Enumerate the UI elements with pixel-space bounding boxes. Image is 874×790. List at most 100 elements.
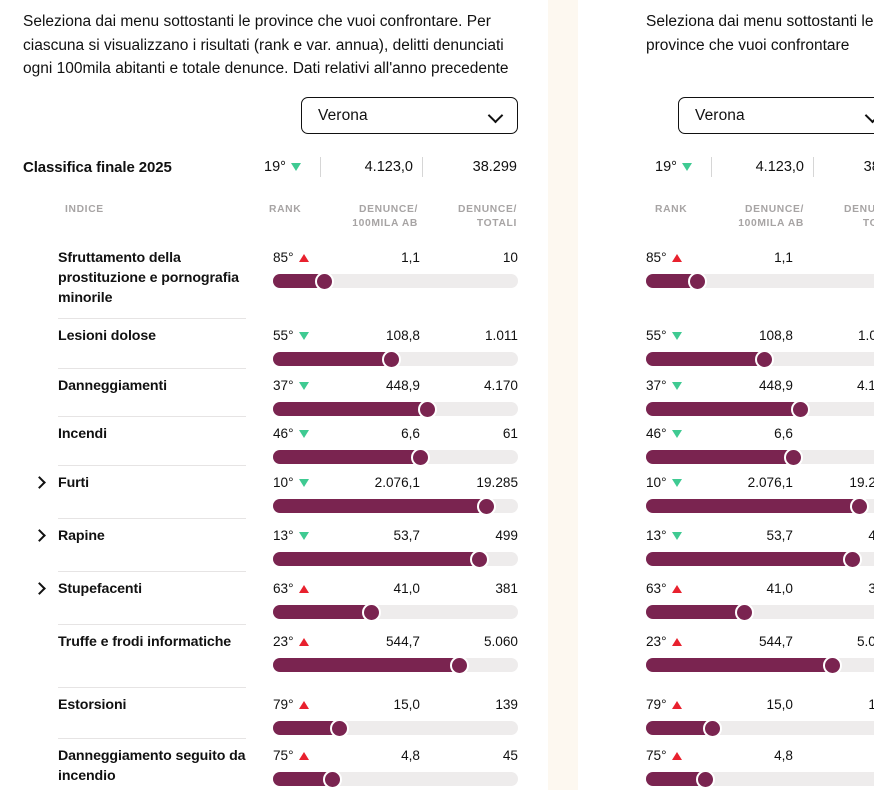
progress-knob[interactable]: [329, 718, 349, 738]
column-header-per100k-line1: DENUNCE/: [745, 204, 804, 215]
progress-knob[interactable]: [842, 549, 862, 569]
table-row: Incendi 46° 6,6 61: [23, 416, 518, 467]
row-label-cell: Danneggiamenti: [23, 368, 273, 396]
progress-track: [273, 274, 518, 288]
caret-spacer: [23, 746, 58, 766]
progress-knob[interactable]: [314, 271, 334, 291]
progress-knob[interactable]: [695, 769, 715, 789]
table-row: 55° 108,8 1.011: [646, 318, 874, 369]
right-summary-total: 38.299: [863, 159, 874, 175]
row-progress-bar[interactable]: [273, 496, 518, 516]
column-header-total-line2: TOTALI: [476, 218, 517, 230]
row-progress-bar[interactable]: [646, 549, 874, 569]
table-row[interactable]: 10° 2.076,1 19.285: [646, 465, 874, 518]
trend-up-icon: [671, 700, 682, 709]
progress-knob[interactable]: [687, 271, 707, 291]
progress-fill: [646, 352, 764, 366]
row-label-cell: Estorsioni: [23, 687, 273, 715]
progress-fill: [273, 772, 332, 786]
progress-knob[interactable]: [734, 602, 754, 622]
row-metrics-cell: 10° 2.076,1 19.285: [646, 465, 874, 516]
progress-knob[interactable]: [849, 496, 869, 516]
row-rank-value: 75°: [646, 748, 667, 763]
table-row[interactable]: Stupefacenti 63° 41,0 381: [23, 571, 518, 624]
table-row[interactable]: 13° 53,7 499: [646, 518, 874, 571]
left-summary-title: Classifica finale 2025: [23, 158, 172, 176]
row-per100k: 53,7: [766, 528, 793, 543]
trend-down-icon: [671, 531, 682, 540]
row-metrics-cell: 79° 15,0 139: [646, 687, 874, 738]
row-metric-line: 79° 15,0 139: [273, 695, 518, 714]
progress-knob[interactable]: [783, 447, 803, 467]
table-row[interactable]: Furti 10° 2.076,1 19.285: [23, 465, 518, 518]
chevron-down-icon: [866, 108, 874, 123]
row-progress-bar[interactable]: [273, 718, 518, 738]
progress-knob[interactable]: [469, 549, 489, 569]
row-rank: 37°: [646, 378, 709, 393]
row-progress-bar[interactable]: [646, 349, 874, 369]
progress-knob[interactable]: [381, 349, 401, 369]
row-progress-bar[interactable]: [646, 655, 874, 675]
progress-fill: [646, 450, 793, 464]
row-rank: 75°: [273, 748, 336, 763]
row-progress-bar[interactable]: [273, 271, 518, 291]
row-progress-bar[interactable]: [273, 602, 518, 622]
row-progress-bar[interactable]: [646, 602, 874, 622]
progress-knob[interactable]: [361, 602, 381, 622]
progress-knob[interactable]: [417, 399, 437, 419]
progress-knob[interactable]: [822, 655, 842, 675]
row-progress-bar[interactable]: [273, 549, 518, 569]
summary-separator: [813, 157, 814, 177]
row-progress-bar[interactable]: [273, 769, 518, 789]
row-rank: 10°: [273, 475, 336, 490]
row-progress-bar[interactable]: [273, 349, 518, 369]
left-province-select[interactable]: Verona: [301, 97, 518, 134]
chevron-right-icon[interactable]: [23, 526, 58, 546]
progress-knob[interactable]: [410, 447, 430, 467]
column-header-per100k-line1: DENUNCE/: [359, 204, 418, 215]
row-rank: 37°: [273, 378, 336, 393]
row-progress-bar[interactable]: [273, 447, 518, 467]
column-header-per100k: DENUNCE/ 100MILA AB: [328, 203, 425, 231]
progress-knob[interactable]: [702, 718, 722, 738]
row-divider: [58, 368, 246, 369]
row-progress-bar[interactable]: [646, 447, 874, 467]
table-row: Danneggiamento seguito da incendio 75° 4,8…: [23, 738, 518, 790]
table-row[interactable]: Rapine 13° 53,7 499: [23, 518, 518, 571]
row-metrics-cell: 85° 1,1 10: [273, 240, 518, 291]
row-progress-bar[interactable]: [273, 399, 518, 419]
row-rank: 79°: [646, 697, 709, 712]
summary-separator: [320, 157, 321, 177]
row-rank-value: 75°: [273, 748, 294, 763]
chevron-right-icon[interactable]: [23, 579, 58, 599]
row-progress-bar[interactable]: [646, 769, 874, 789]
row-rank: 23°: [273, 634, 336, 649]
table-row: 37° 448,9 4.170: [646, 368, 874, 419]
row-progress-bar[interactable]: [646, 496, 874, 516]
row-progress-bar[interactable]: [646, 718, 874, 738]
row-progress-bar[interactable]: [646, 271, 874, 291]
row-progress-bar[interactable]: [273, 655, 518, 675]
progress-knob[interactable]: [322, 769, 342, 789]
row-metrics-cell: 55° 108,8 1.011: [273, 318, 518, 369]
row-metric-line: 23° 544,7 5.060: [273, 632, 518, 651]
row-index-name: Stupefacenti: [58, 581, 142, 597]
row-index-name: Danneggiamento seguito da incendio: [58, 748, 246, 785]
progress-knob[interactable]: [790, 399, 810, 419]
row-metric-line: 13° 53,7 499: [273, 526, 518, 545]
column-header-per100k-line2: 100MILA AB: [738, 218, 804, 230]
row-metrics-cell: 46° 6,6 61: [646, 416, 874, 467]
progress-knob[interactable]: [449, 655, 469, 675]
row-progress-bar[interactable]: [646, 399, 874, 419]
chevron-right-icon[interactable]: [23, 473, 58, 493]
table-row: Lesioni dolose 55° 108,8 1.011: [23, 318, 518, 369]
row-rank: 13°: [646, 528, 709, 543]
table-row[interactable]: 63° 41,0 381: [646, 571, 874, 624]
row-rank-value: 37°: [273, 378, 294, 393]
progress-knob[interactable]: [754, 349, 774, 369]
progress-knob[interactable]: [476, 496, 496, 516]
right-province-select[interactable]: Verona: [678, 97, 874, 134]
row-per100k: 108,8: [758, 328, 793, 343]
row-total: 139: [868, 697, 874, 712]
